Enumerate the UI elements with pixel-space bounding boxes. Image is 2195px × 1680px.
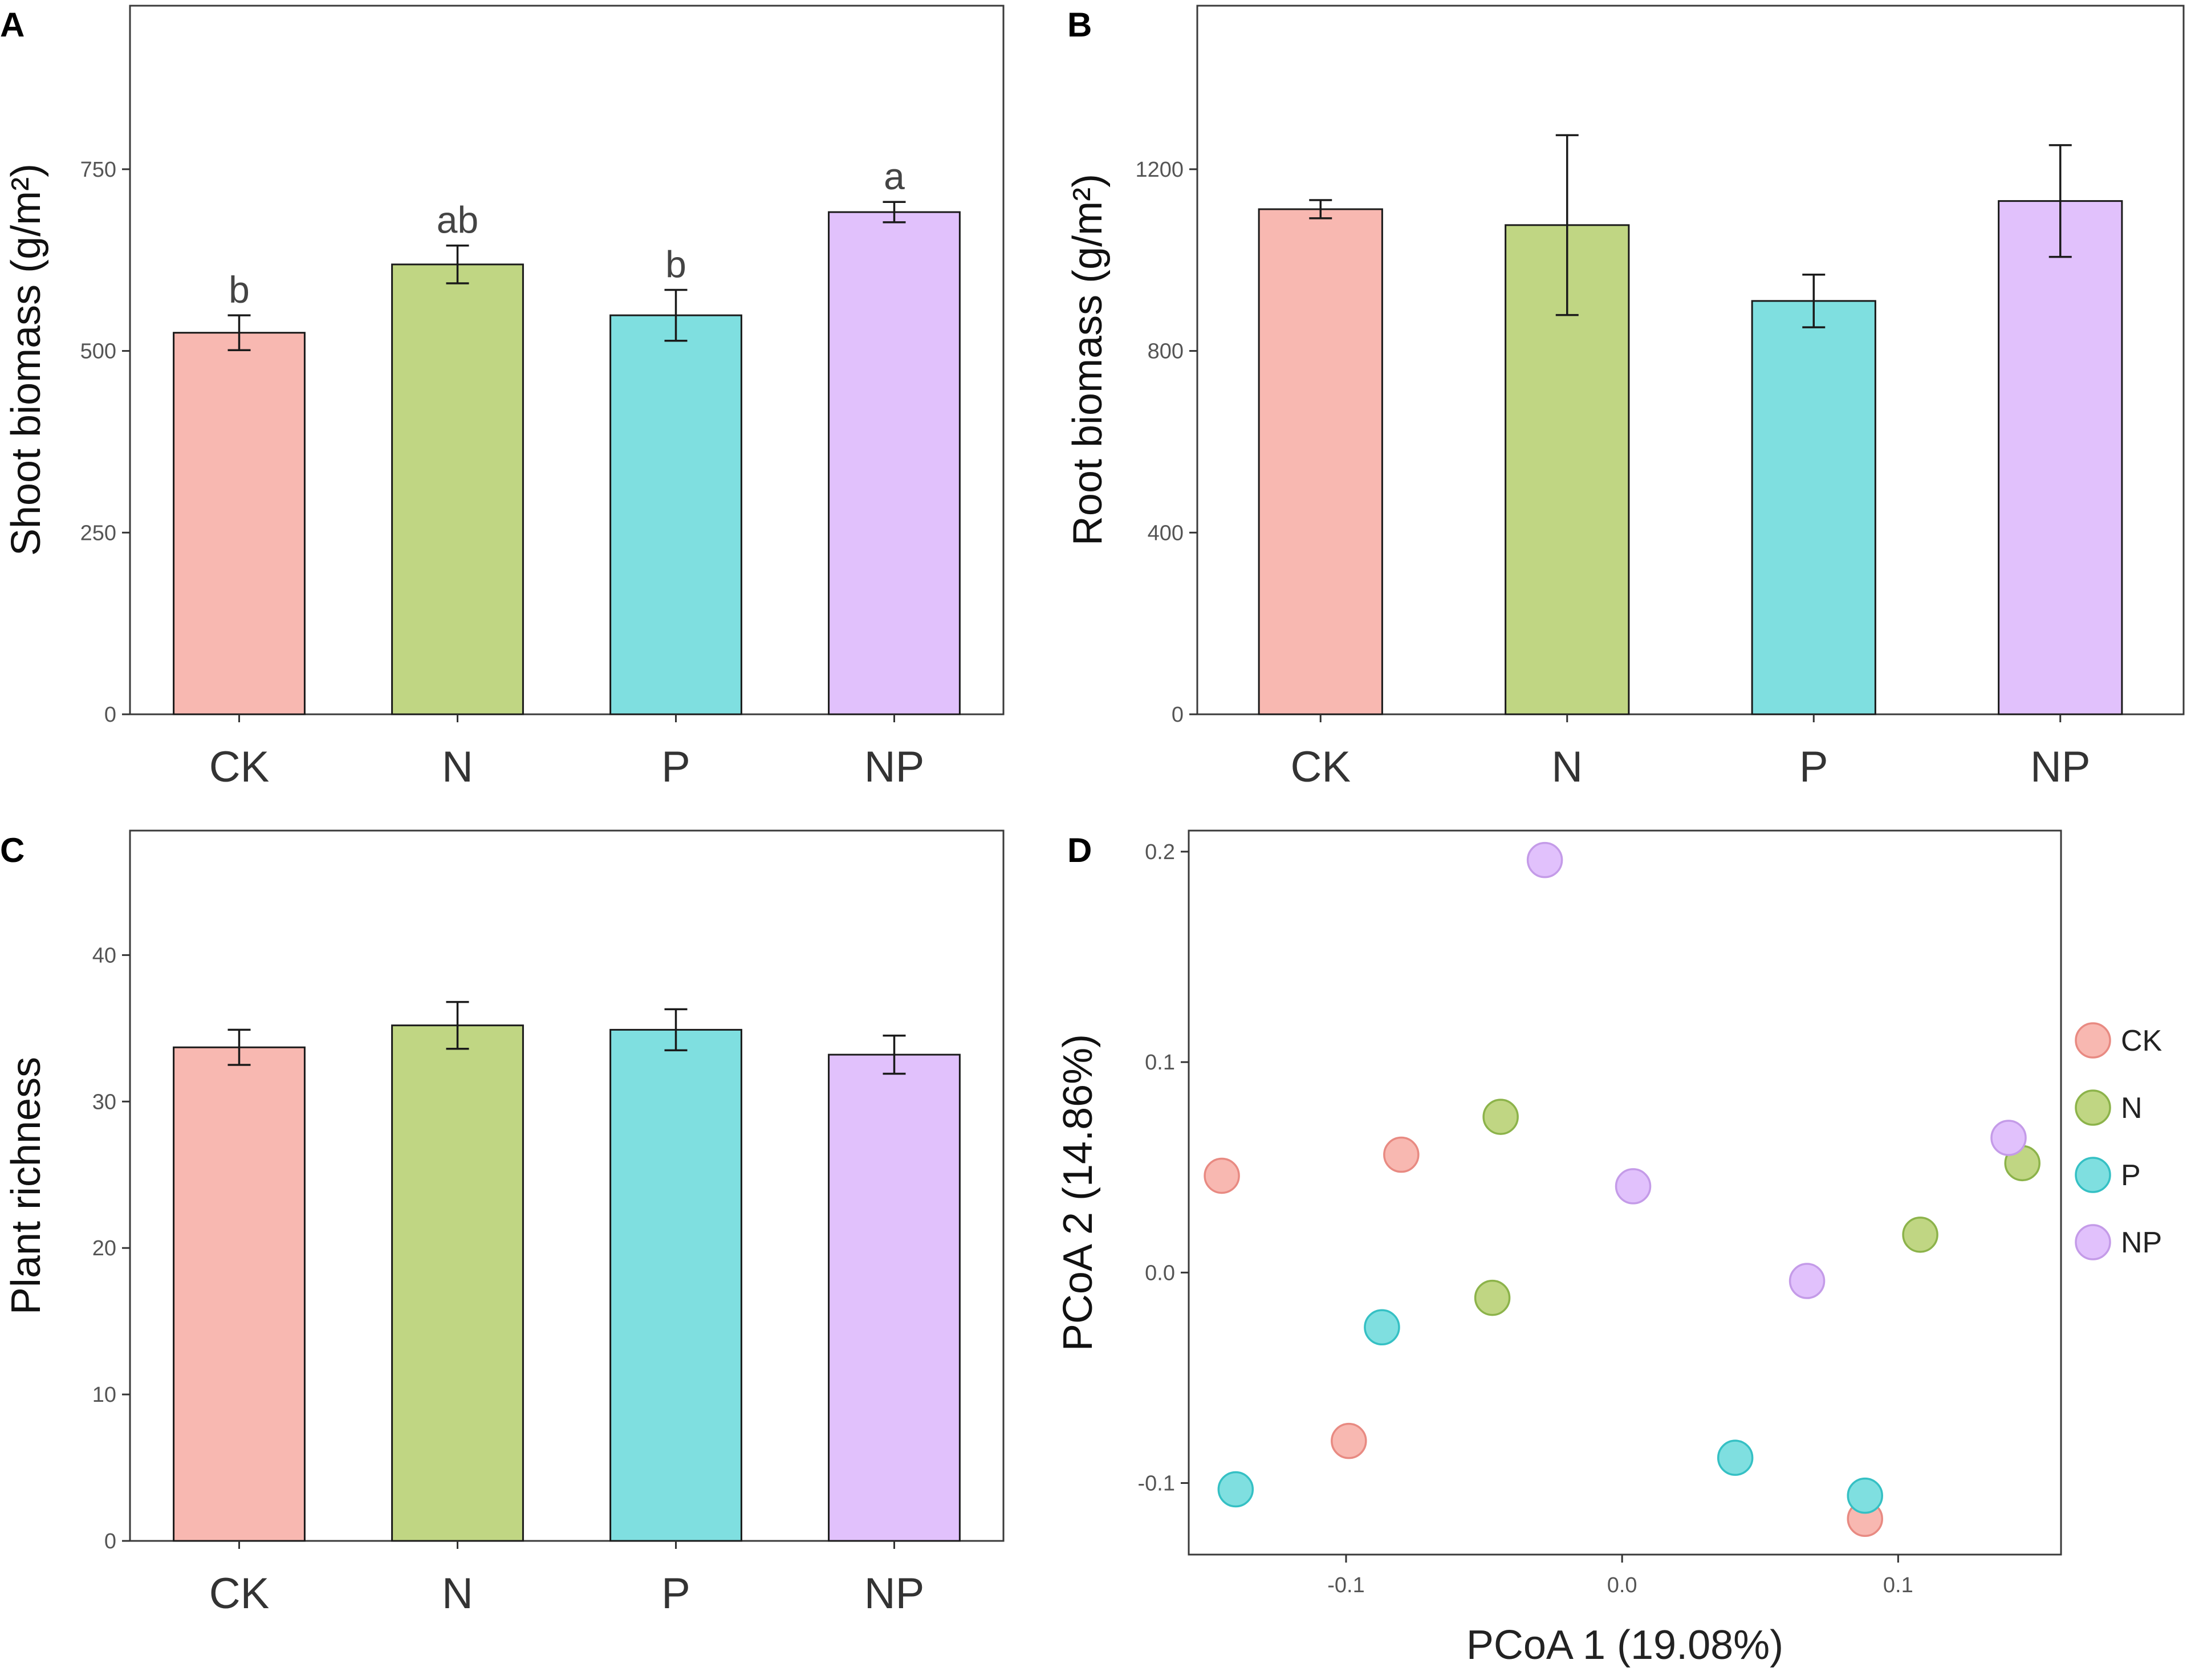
panel-a-x-tick-label-p: P (661, 743, 690, 791)
panel-d-point-np (1615, 1168, 1652, 1205)
panel-d-y-tick-label: 0.2 (1145, 840, 1175, 864)
panel-c-y-tick-label: 40 (92, 943, 116, 967)
panel-c-y-tick-label: 0 (104, 1530, 116, 1553)
panel-d-y-tick-label: 0.0 (1145, 1261, 1175, 1285)
panel-d-scatter: -0.1 0.0 0.1 0.2 -0.1 0.0 0.1 (1138, 840, 2040, 1597)
panel-a-x-tick-label-np: NP (864, 743, 925, 791)
panel-c-y-tick-label: 20 (92, 1236, 116, 1260)
panel-a-bar-ck (173, 332, 306, 715)
panel-b-y-tick-label: 400 (1148, 521, 1184, 545)
panel-d-x-tick-label: 0.0 (1607, 1573, 1637, 1597)
panel-b-label: B (1067, 6, 1092, 44)
panel-c-x-tick-label-ck: CK (209, 1569, 270, 1618)
panel-d-point-n (1482, 1099, 1519, 1135)
panel-b-x-tick-label-np: NP (2030, 743, 2091, 791)
panel-d-point-n (1902, 1217, 1938, 1253)
panel-a-bars: 0 250 500 750 CK b Nab Pb NP a (80, 155, 961, 791)
panel-a-y-axis-label: Shoot biomass (g/m²) (3, 164, 49, 556)
panel-c-bar-n (391, 1024, 524, 1542)
panel-a-bar-n (391, 263, 524, 715)
panel-a-y-tick-label: 0 (104, 703, 116, 727)
panel-a-x-tick-label-n: N (442, 743, 473, 791)
panel-a-bar-np (828, 211, 961, 715)
panel-c-bar-p (609, 1028, 742, 1542)
panel-c-label: C (0, 831, 25, 869)
panel-c-x-tick-label-p: P (661, 1569, 690, 1618)
panel-b-bar-p (1751, 300, 1876, 715)
panel-b-y-tick-label: 1200 (1135, 158, 1184, 182)
panel-d: D PCoA 2 (14.86%) PCoA 1 (19.08%) -0.1 0.… (1055, 829, 2163, 1668)
panel-d-point-p (1847, 1477, 1883, 1514)
panel-d-point-n (1474, 1279, 1511, 1316)
panel-d-x-tick-label: 0.1 (1883, 1573, 1913, 1597)
panel-d-point-ck (1331, 1422, 1367, 1459)
legend-label-n: N (2121, 1092, 2143, 1125)
panel-a-y-tick-label: 250 (80, 521, 116, 545)
legend-label-p: P (2121, 1159, 2141, 1192)
panel-d-point-ck (1204, 1157, 1240, 1194)
legend-marker-n (2075, 1089, 2111, 1126)
panel-c-y-tick-label: 30 (92, 1090, 116, 1114)
panel-a-y-tick-label: 500 (80, 340, 116, 364)
legend-marker-np (2075, 1224, 2111, 1260)
panel-b-y-tick-label: 0 (1172, 703, 1184, 727)
legend-marker-ck (2075, 1022, 2111, 1059)
panel-a-significance-ck: b (229, 269, 250, 311)
panel-a-y-tick-label: 750 (80, 158, 116, 182)
legend-label-np: NP (2121, 1226, 2162, 1259)
panel-c-y-axis-label: Plant richness (3, 1057, 49, 1315)
panel-d-y-axis-label: PCoA 2 (14.86%) (1055, 1034, 1101, 1351)
panel-b-y-tick-label: 800 (1148, 340, 1184, 364)
panel-a-x-tick-label-ck: CK (209, 743, 270, 791)
panel-c-x-tick-label-np: NP (864, 1569, 925, 1618)
panel-d-y-tick-label: 0.1 (1145, 1051, 1175, 1075)
panel-a-significance-p: b (665, 243, 686, 285)
panel-d-y-tick-label: -0.1 (1138, 1471, 1175, 1495)
panel-c-bar-np (828, 1053, 961, 1542)
panel-b-x-tick-label-p: P (1799, 743, 1828, 791)
panel-a-significance-np: a (884, 155, 905, 197)
panel-b-bar-ck (1258, 208, 1383, 715)
panel-d-x-axis-label: PCoA 1 (19.08%) (1466, 1622, 1783, 1668)
panel-a: A Shoot biomass (g/m²) 0250500750CKbNabP… (0, 5, 1005, 791)
panel-d-point-np (1990, 1120, 2027, 1156)
panel-a-label: A (0, 6, 25, 44)
panel-d-label: D (1067, 831, 1092, 869)
legend-marker-p (2075, 1157, 2111, 1193)
panel-b-y-axis-label: Root biomass (g/m²) (1065, 174, 1111, 546)
panel-c-y-tick-label: 10 (92, 1383, 116, 1407)
panel-d-point-p (1717, 1439, 1754, 1476)
panel-d-point-ck (1383, 1136, 1420, 1173)
panel-d-point-p (1364, 1309, 1400, 1346)
legend-label-ck: CK (2121, 1024, 2163, 1057)
panel-c-x-tick-label-n: N (442, 1569, 473, 1618)
panel-a-significance-n: ab (437, 199, 478, 241)
panel-b-x-tick-label-ck: CK (1290, 743, 1351, 791)
panel-d-point-np (1788, 1263, 1826, 1299)
panel-a-bar-p (609, 314, 742, 715)
panel-d-point-np (1526, 841, 1563, 878)
panel-d-x-tick-label: -0.1 (1327, 1573, 1364, 1597)
panel-c-bar-ck (173, 1046, 306, 1542)
panel-b-x-tick-label-n: N (1551, 743, 1583, 791)
panel-b-bar-np (1998, 200, 2123, 715)
panel-d-point-p (1217, 1471, 1254, 1508)
